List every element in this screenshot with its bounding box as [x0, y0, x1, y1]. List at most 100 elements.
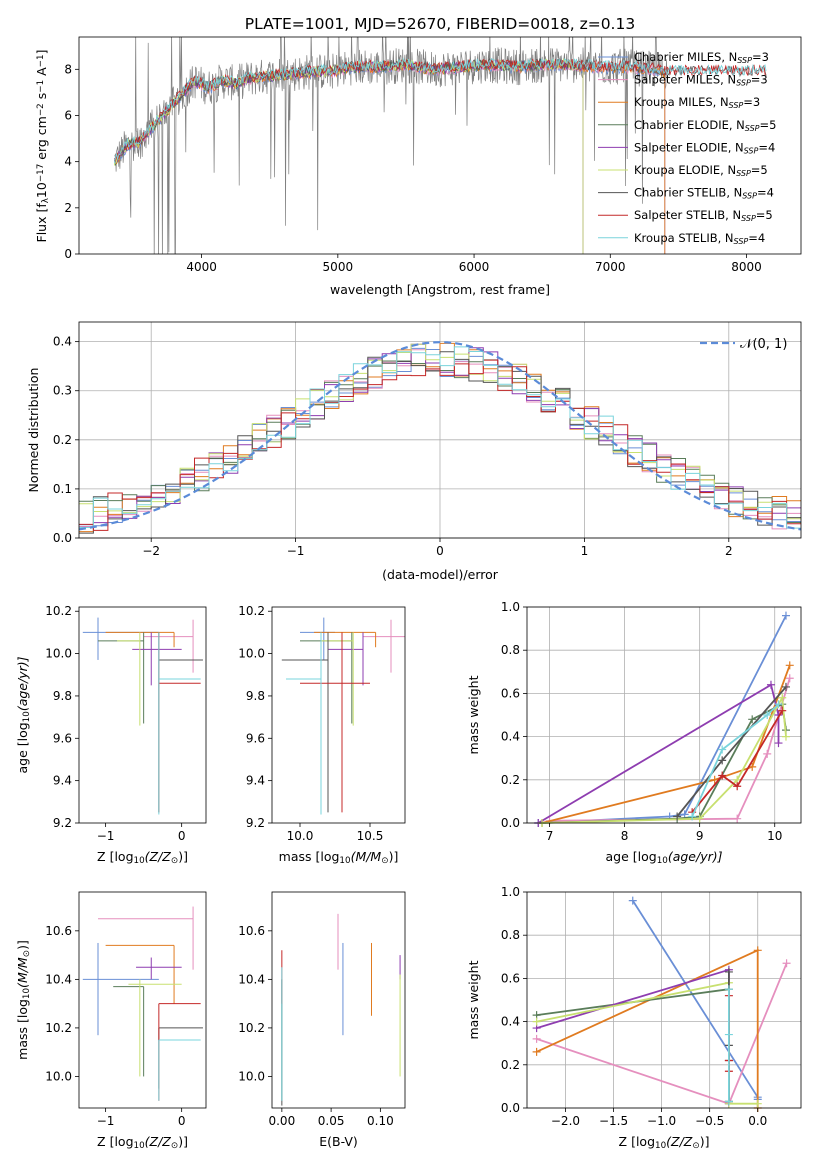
legend-entry: Salpeter STELIB, NSSP=5 [634, 208, 773, 223]
plot-area [281, 617, 405, 815]
y-axis-label-part: 10 [22, 711, 32, 722]
y-tick-label: 0.0 [501, 1101, 520, 1115]
legend-entry-part: =4 [757, 186, 774, 200]
legend-entry-part: Salpeter MILES, N [634, 73, 736, 87]
errorbar-point [286, 632, 322, 815]
errorbar-point [82, 617, 159, 660]
x-tick-label: −1 [97, 1114, 115, 1128]
axes-frame [271, 891, 406, 1109]
legend-entry-part: =4 [758, 140, 775, 154]
panel-mass_vs_Z: −1 010.010.210.410.6Z [log10(Z/Z⊙)]mass [… [15, 891, 207, 1151]
y-axis-label-part: −1 [36, 80, 46, 93]
errorbar-point [158, 632, 201, 815]
legend-entry-part: SSP [729, 101, 744, 110]
series-kroupa-elodie [532, 978, 762, 1108]
x-axis-label: Z [log10(Z/Z⊙)] [619, 1134, 710, 1151]
errorbar-point [98, 632, 145, 724]
errorbar-point [363, 619, 405, 673]
x-tick-label: 0.00 [268, 1114, 295, 1128]
legend-entry-part: =3 [743, 95, 760, 109]
histograms [79, 341, 801, 534]
plot-area [114, 37, 767, 254]
data-point [718, 756, 727, 765]
data-point [532, 1017, 541, 1026]
y-axis-label-part: s [34, 93, 49, 104]
x-axis-label-part: (Z/Z [145, 1134, 172, 1149]
x-tick-label: 0.10 [367, 1114, 394, 1128]
legend-entry: Chabrier MILES, NSSP=3 [634, 50, 769, 65]
data-point [718, 745, 727, 754]
x-tick-label: −0.5 [695, 1114, 724, 1128]
data-point [781, 732, 790, 741]
legend-entry: Kroupa MILES, NSSP=3 [634, 95, 760, 110]
x-axis-label: (data-model)/error [382, 567, 499, 582]
data-point [733, 782, 742, 791]
x-axis-label-part: age [log [605, 849, 656, 864]
y-tick-label: 10.6 [45, 924, 72, 938]
series-line [676, 686, 787, 818]
series-kroupa-miles [538, 661, 794, 827]
y-tick-label: 9.4 [53, 774, 72, 788]
axes-frame [78, 36, 802, 255]
legend-entry-part: SSP [734, 237, 749, 246]
y-axis-label-part: (age/yr)] [15, 656, 30, 711]
x-axis-label-part: Z [log [619, 1134, 655, 1149]
histogram-salpeter-stelib [79, 359, 801, 531]
y-axis-label-part: −17 [36, 164, 46, 182]
y-tick-label: 0.6 [501, 686, 520, 700]
series-line [691, 710, 783, 813]
series-kroupa-stelib [724, 985, 733, 1106]
y-tick-label: 0.0 [53, 531, 72, 545]
data-point [688, 812, 697, 821]
panel-residuals: −2 −1 0 1 2 0.0 0.1 0.2 0.3 0.4 𝒩(0, 1) (data-model… [26, 321, 802, 582]
x-axis-label-part: 10 [134, 856, 145, 866]
x-tick-label: 10.0 [287, 829, 314, 843]
y-tick-label: 0.8 [501, 928, 520, 942]
errorbar-point [158, 632, 203, 813]
series-line [541, 702, 787, 824]
plot-area [82, 906, 203, 1101]
x-tick-label: 5000 [323, 260, 354, 274]
x-tick-label: 6000 [459, 260, 490, 274]
legend-entry-part: SSP [742, 192, 757, 201]
y-tick-label: 0.4 [501, 1015, 520, 1029]
errorbar-point [117, 632, 141, 726]
errorbar-point [158, 1003, 201, 1101]
panel-massweight_vs_Z: −2.0 −1.5 −1.0 −0.5 0.0 0.0 0.2 0.4 0.6 0.8 1.0 Z [… [466, 885, 802, 1151]
data-point [724, 1030, 733, 1039]
series-chabrier-stelib [673, 682, 790, 821]
y-axis-label-part: −2 [36, 103, 46, 116]
y-tick-label: 1.0 [501, 885, 520, 899]
x-axis-label-part: Z [log [97, 849, 133, 864]
x-axis-label: E(B-V) [319, 1134, 358, 1149]
x-axis-label-part: (Z/Z [145, 849, 172, 864]
x-axis-label-part: ⊙ [692, 1141, 699, 1151]
legend-entry-part: =3 [752, 50, 769, 64]
axes-frame [78, 321, 802, 539]
data-point [774, 700, 783, 709]
x-axis-label-part: (age/yr)] [668, 849, 723, 864]
data-point [724, 967, 733, 976]
legend-entry-part: Salpeter STELIB, N [634, 208, 741, 222]
data-point [781, 682, 790, 691]
x-tick-label: −2 [142, 544, 160, 558]
data-point [778, 706, 787, 715]
series-salpeter-stelib [688, 706, 787, 817]
legend-entry-part: Kroupa STELIB, N [634, 231, 734, 245]
data-point [782, 959, 791, 968]
series-salpeter-miles [545, 674, 794, 825]
y-tick-label: 10.2 [45, 1021, 72, 1035]
x-axis-label-part: 10 [655, 1141, 666, 1151]
errorbar-point [281, 632, 329, 813]
y-axis-label-part: )] [15, 940, 30, 950]
figure-title: PLATE=1001, MJD=52670, FIBERID=0018, z=0… [245, 15, 635, 33]
x-tick-label: 1 [581, 544, 589, 558]
y-tick-label: 9.6 [53, 731, 72, 745]
x-tick-label: 8 [621, 829, 629, 843]
y-axis-label-part: 10 [34, 182, 49, 198]
errorbar-point [82, 942, 159, 1036]
data-point [748, 715, 757, 724]
data-point [781, 611, 790, 620]
y-axis-label: Normed distribution [26, 368, 41, 493]
y-tick-label: 0.4 [501, 730, 520, 744]
